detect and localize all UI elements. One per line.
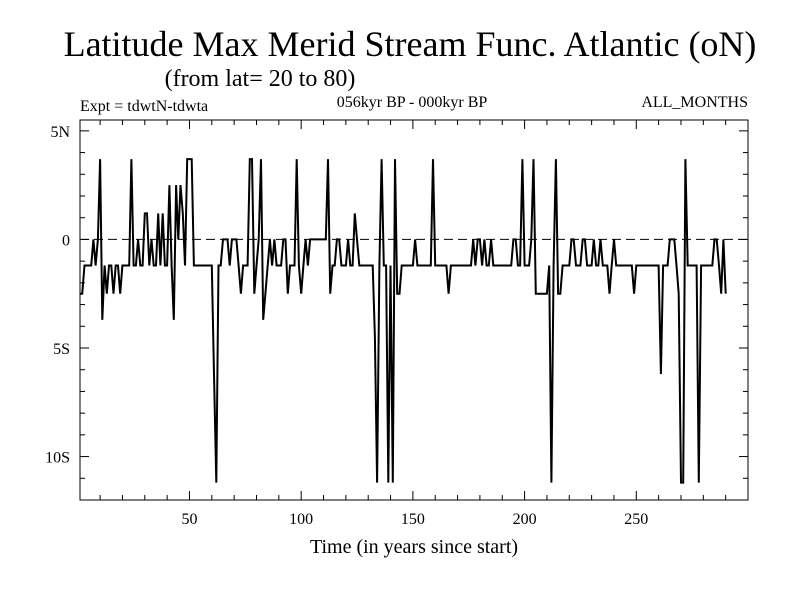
chart-subtitle: (from lat= 20 to 80) xyxy=(165,66,356,92)
y-tick-label: 10S xyxy=(45,450,70,467)
axis-ticks xyxy=(80,120,748,500)
y-tick-label: 5N xyxy=(50,124,70,141)
x-tick-label: 200 xyxy=(513,511,537,528)
x-tick-label: 150 xyxy=(401,511,425,528)
x-tick-label: 50 xyxy=(181,511,197,528)
x-tick-label: 250 xyxy=(624,511,648,528)
months-label: ALL_MONTHS xyxy=(641,94,748,111)
x-tick-label: 100 xyxy=(289,511,313,528)
data-series-line xyxy=(80,158,727,484)
plot-frame xyxy=(79,119,749,501)
experiment-label: Expt = tdwtN-tdwta xyxy=(80,98,208,115)
axis-tick-labels: 50 100 150 200 250 5N 0 5S 10S xyxy=(45,124,648,528)
y-tick-label: 0 xyxy=(62,232,70,249)
y-tick-label: 5S xyxy=(53,341,70,358)
chart-title: Latitude Max Merid Stream Func. Atlantic… xyxy=(64,24,757,64)
x-axis-label: Time (in years since start) xyxy=(310,536,518,558)
period-label: 056kyr BP - 000kyr BP xyxy=(337,94,488,111)
